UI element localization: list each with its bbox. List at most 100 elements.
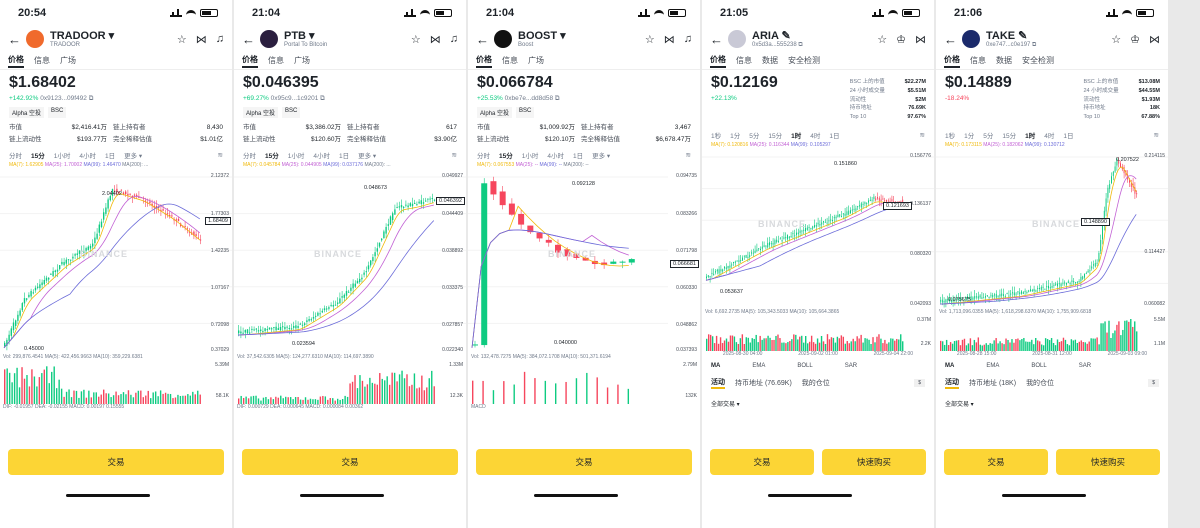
candle — [246, 328, 249, 335]
trade-button[interactable]: 交易 — [944, 449, 1048, 475]
token-symbol[interactable]: TAKE ✎ — [986, 29, 1028, 42]
chart-settings-icon[interactable]: ≋ — [1153, 132, 1159, 139]
back-arrow-icon[interactable]: ← — [476, 31, 489, 47]
share-icon[interactable]: ⋈ — [195, 33, 207, 46]
candle — [763, 241, 765, 248]
tab-square[interactable]: 广场 — [294, 56, 310, 65]
tab-security[interactable]: 安全检测 — [1022, 56, 1054, 65]
share-icon[interactable]: ⋈ — [1149, 33, 1160, 46]
share-icon[interactable]: ⋈ — [429, 33, 441, 46]
home-indicator — [300, 494, 384, 497]
ma-line — [939, 175, 1137, 305]
tab-price[interactable]: 价格 — [8, 54, 24, 68]
contract-address[interactable]: 0xe747...c0e197 ⧉ — [986, 41, 1037, 48]
currency-toggle[interactable]: $ — [914, 379, 925, 387]
price-chart[interactable]: BINANCE 0.094735 0.083266 0.071798 0.060330… — [468, 171, 700, 354]
volume-bar — [41, 373, 43, 404]
crown-icon[interactable]: ♔ — [896, 33, 906, 46]
volume-bar — [93, 392, 95, 404]
candle — [941, 294, 943, 306]
price-chart[interactable]: BINANCE 0.156776 0.136137 0.080320 0.042093… — [702, 151, 934, 309]
tab-info[interactable]: 信息 — [970, 56, 986, 65]
bell-icon[interactable]: ♫ — [215, 32, 224, 45]
candle — [240, 326, 242, 339]
currency-toggle[interactable]: $ — [1148, 379, 1159, 387]
tab-info[interactable]: 信息 — [34, 56, 50, 65]
trade-button[interactable]: 交易 — [476, 449, 692, 475]
candle — [1109, 180, 1111, 193]
chart-settings-icon[interactable]: ≋ — [919, 132, 925, 139]
volume-bar — [1136, 331, 1138, 351]
candle — [1046, 280, 1048, 291]
tab-data[interactable]: 数据 — [762, 56, 778, 65]
volume-bar — [969, 338, 972, 351]
token-symbol[interactable]: BOOST ▾ — [518, 29, 566, 42]
candle — [949, 293, 950, 304]
candle — [729, 261, 731, 273]
star-icon[interactable]: ☆ — [1111, 33, 1122, 46]
candle — [107, 197, 109, 212]
volume-bar — [523, 371, 526, 404]
candle — [857, 205, 859, 211]
back-arrow-icon[interactable]: ← — [710, 31, 723, 47]
volume-bar — [987, 344, 989, 351]
back-arrow-icon[interactable]: ← — [944, 31, 957, 47]
tab-info[interactable]: 信息 — [502, 56, 518, 65]
quick-buy-button[interactable]: 快速购买 — [822, 449, 926, 475]
volume-bar — [733, 336, 736, 351]
contract-address[interactable]: 0x95c9...1c9201 ⧉ — [270, 95, 325, 102]
volume-bar — [627, 388, 630, 404]
tab-price[interactable]: 价格 — [242, 54, 258, 68]
contract-address[interactable]: 0x5d3a...555238 ⧉ — [752, 41, 803, 48]
contract-address[interactable]: 0x9123...09f492 ⧉ — [40, 95, 94, 102]
tab-info[interactable]: 信息 — [736, 56, 752, 65]
candle — [770, 241, 772, 247]
share-icon[interactable]: ⋈ — [915, 33, 926, 46]
back-arrow-icon[interactable]: ← — [242, 31, 255, 47]
star-icon[interactable]: ☆ — [176, 33, 187, 46]
tab-square[interactable]: 广场 — [528, 56, 544, 65]
token-header: ← TRADOOR ▾ TRADOOR ☆ ⋈ ♫ — [0, 26, 232, 52]
trade-filter[interactable]: 全部交易 ▾ — [945, 402, 974, 408]
bell-icon[interactable]: ♫ — [683, 32, 692, 45]
candle — [28, 292, 30, 299]
volume-bar — [1001, 343, 1003, 351]
volume-bar — [120, 394, 122, 404]
trade-button[interactable]: 交易 — [242, 449, 458, 475]
price-chart[interactable]: BINANCE 0.049927 0.044409 0.038892 0.033375… — [234, 171, 466, 354]
price-chart[interactable]: BINANCE 2.12372 1.77303 1.42235 1.07167 0.72… — [0, 171, 232, 354]
chart-settings-icon[interactable]: ≋ — [685, 152, 691, 159]
token-symbol[interactable]: TRADOOR ▾ — [50, 29, 115, 42]
token-symbol[interactable]: PTB ▾ — [284, 29, 315, 42]
tab-price[interactable]: 价格 — [476, 54, 492, 68]
price-chart[interactable]: BINANCE 0.214115 0.114427 0.060082 0.20752… — [936, 151, 1168, 309]
share-icon[interactable]: ⋈ — [663, 33, 675, 46]
chart-settings-icon[interactable]: ≋ — [451, 152, 457, 159]
contract-address[interactable]: 0xbe7e...dd8d58 ⧉ — [504, 95, 560, 102]
trade-button[interactable]: 交易 — [710, 449, 814, 475]
bell-icon[interactable]: ♫ — [449, 32, 458, 45]
trade-filter[interactable]: 全部交易 ▾ — [711, 402, 740, 408]
chart-settings-icon[interactable]: ≋ — [217, 152, 223, 159]
quick-buy-button[interactable]: 快速购买 — [1056, 449, 1160, 475]
volume-bar — [299, 399, 302, 404]
star-icon[interactable]: ☆ — [644, 33, 655, 46]
candle — [361, 274, 363, 284]
tab-price[interactable]: 价格 — [944, 54, 960, 68]
candle — [405, 200, 407, 208]
tab-square[interactable]: 广场 — [60, 56, 76, 65]
tab-info[interactable]: 信息 — [268, 56, 284, 65]
volume-bar — [388, 384, 391, 404]
tab-price[interactable]: 价格 — [710, 54, 726, 68]
star-icon[interactable]: ☆ — [877, 33, 888, 46]
candle — [841, 210, 842, 218]
volume-bar — [150, 398, 152, 404]
trade-button[interactable]: 交易 — [8, 449, 224, 475]
back-arrow-icon[interactable]: ← — [8, 31, 21, 47]
token-logo — [962, 30, 980, 48]
star-icon[interactable]: ☆ — [410, 33, 421, 46]
tab-data[interactable]: 数据 — [996, 56, 1012, 65]
crown-icon[interactable]: ♔ — [1130, 33, 1140, 46]
token-symbol[interactable]: ARIA ✎ — [752, 29, 791, 42]
tab-security[interactable]: 安全检测 — [788, 56, 820, 65]
